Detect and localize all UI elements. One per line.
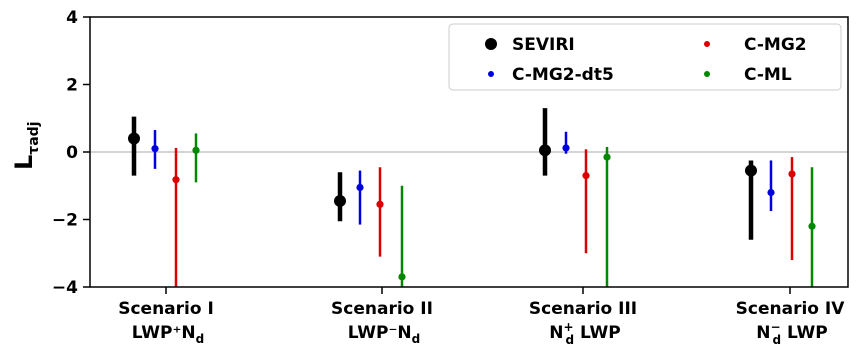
data-point	[192, 146, 200, 154]
data-point	[128, 132, 140, 145]
legend-item: C-MG2-dt5	[488, 65, 614, 85]
legend-item: C-ML	[704, 65, 792, 85]
data-point	[334, 194, 346, 207]
y-tick-label: 0	[66, 143, 78, 163]
legend: SEVIRI C-MG2-dt5 C-MG2 C-ML	[448, 23, 842, 91]
x-category-label: Scenario II	[331, 299, 433, 319]
series-c-ml	[192, 133, 816, 287]
data-point	[376, 200, 384, 208]
y-axis-label-text: Lτadj	[10, 122, 42, 171]
series-c-mg2	[172, 147, 796, 287]
y-axis-ticks: −4 −2 0 2 4	[52, 8, 90, 298]
x-category-sublabel: LWP⁺Nd	[132, 323, 205, 346]
legend-marker	[704, 41, 710, 47]
data-point	[398, 273, 406, 281]
legend-label: SEVIRI	[512, 35, 575, 55]
x-category-label: Scenario III	[529, 299, 637, 319]
data-point	[582, 172, 590, 180]
series-c-mg2-dt5	[151, 130, 775, 225]
data-point	[808, 222, 816, 230]
legend-item: C-MG2	[704, 35, 807, 55]
data-point	[562, 144, 570, 152]
legend-item: SEVIRI	[485, 35, 575, 55]
legend-box	[448, 23, 842, 91]
x-category-label: Scenario IV	[736, 299, 846, 319]
x-axis-categories: Scenario I LWP⁺Nd Scenario II LWP⁻Nd Scenari…	[118, 287, 845, 347]
y-tick-label: −2	[52, 211, 78, 231]
legend-marker	[488, 71, 494, 77]
x-category-sublabel: N+ d LWP	[549, 320, 621, 347]
data-point	[172, 176, 180, 184]
legend-marker	[485, 38, 497, 50]
legend-label: C-MG2	[744, 35, 807, 55]
data-point	[151, 145, 159, 153]
legend-marker	[704, 71, 710, 77]
plot-area	[89, 16, 849, 288]
data-point	[745, 164, 757, 177]
y-axis-label: Lτadj	[10, 122, 42, 171]
y-tick-label: −4	[52, 278, 78, 298]
y-tick-label: 2	[66, 76, 78, 96]
x-category-sublabel: LWP⁻Nd	[348, 323, 421, 346]
data-point	[539, 144, 551, 157]
x-category-label: Scenario I	[118, 299, 214, 319]
series-seviri	[128, 108, 757, 240]
y-tick-label: 4	[66, 8, 78, 28]
legend-label: C-ML	[744, 65, 792, 85]
data-point	[767, 188, 775, 197]
data-point	[788, 170, 796, 178]
legend-label: C-MG2-dt5	[512, 65, 614, 85]
data-point	[603, 153, 611, 161]
data-point	[356, 183, 364, 192]
x-category-sublabel: N− d LWP	[756, 320, 828, 347]
